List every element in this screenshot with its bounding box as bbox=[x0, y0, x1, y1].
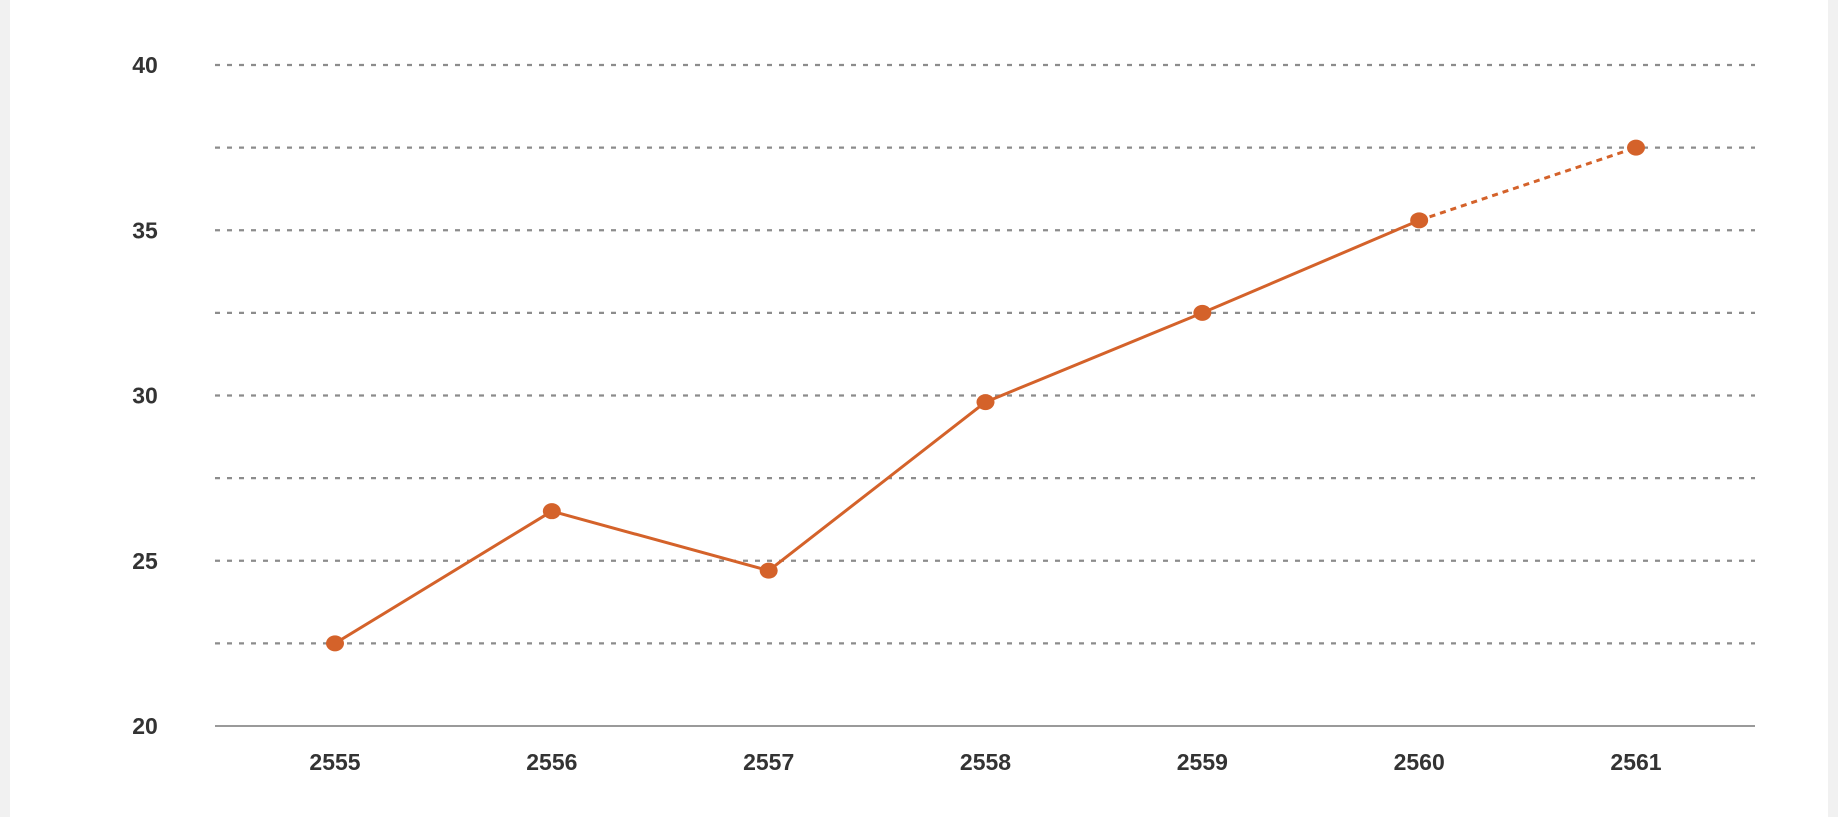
y-tick-label: 25 bbox=[132, 548, 158, 574]
y-tick-label: 30 bbox=[132, 383, 158, 409]
y-tick-label: 20 bbox=[132, 713, 158, 739]
series-points bbox=[326, 139, 1645, 652]
x-tick-label: 2557 bbox=[743, 749, 794, 775]
x-axis-ticks: 2555 2556 2557 2558 2559 2560 2561 bbox=[309, 749, 1661, 775]
x-tick-label: 2556 bbox=[526, 749, 577, 775]
data-point bbox=[326, 635, 344, 652]
y-tick-label: 35 bbox=[132, 217, 158, 243]
x-tick-label: 2560 bbox=[1394, 749, 1445, 775]
data-point bbox=[1627, 139, 1645, 156]
series-line-solid bbox=[333, 218, 1421, 645]
x-tick-label: 2558 bbox=[960, 749, 1011, 775]
gridlines bbox=[215, 63, 1755, 645]
x-tick-label: 2555 bbox=[309, 749, 360, 775]
y-axis-ticks: 20 25 30 35 40 bbox=[132, 52, 158, 739]
chart-panel bbox=[10, 0, 1828, 817]
data-point bbox=[976, 394, 995, 411]
data-point bbox=[759, 562, 778, 579]
data-point bbox=[1193, 304, 1212, 321]
x-tick-label: 2561 bbox=[1610, 749, 1661, 775]
series-line bbox=[333, 146, 1637, 645]
y-tick-label: 40 bbox=[132, 52, 158, 78]
data-point bbox=[1410, 212, 1429, 229]
series-line-projected bbox=[1418, 146, 1637, 222]
data-point bbox=[542, 503, 561, 520]
x-tick-label: 2559 bbox=[1177, 749, 1228, 775]
